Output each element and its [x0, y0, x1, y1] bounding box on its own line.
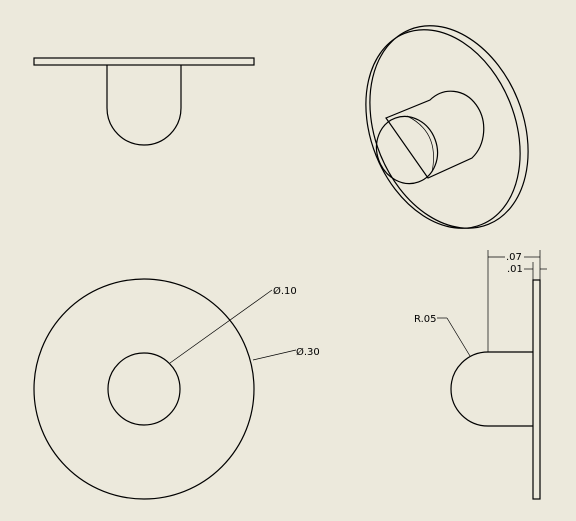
outer-diameter-dimension: Ø.30 — [252, 346, 320, 361]
top-view-plate — [33, 57, 255, 66]
outer-diameter-label: Ø.30 — [296, 346, 320, 358]
plate-thickness-label: .01 — [507, 264, 523, 275]
inner-diameter-leader — [169, 289, 273, 364]
radius-label: R.05 — [414, 314, 437, 325]
iso-plate-back-edge — [369, 25, 529, 229]
side-pin — [450, 351, 533, 427]
front-outer-circle — [33, 278, 255, 500]
top-view-pin — [106, 65, 182, 146]
isometric-view — [365, 25, 529, 229]
radius-dimension: R.05 — [414, 314, 471, 357]
top-view — [33, 57, 255, 146]
outer-diameter-leader — [252, 349, 297, 361]
iso-plate-face — [365, 29, 521, 229]
front-view: Ø.10 Ø.30 — [33, 278, 320, 500]
plate-thickness-dimension: .01 — [507, 264, 547, 275]
side-plate — [532, 279, 541, 500]
iso-pin-end — [375, 115, 439, 185]
total-width-dimension: .07 — [488, 252, 540, 263]
side-view: .07 .01 R.05 — [414, 250, 547, 500]
inner-diameter-dimension: Ø.10 — [169, 285, 297, 364]
inner-diameter-label: Ø.10 — [273, 285, 297, 297]
total-width-label: .07 — [506, 252, 522, 263]
radius-leader — [446, 317, 471, 357]
iso-pin-body — [385, 90, 485, 179]
front-inner-circle — [107, 352, 181, 426]
iso-pin-tangent-edge — [406, 115, 434, 173]
